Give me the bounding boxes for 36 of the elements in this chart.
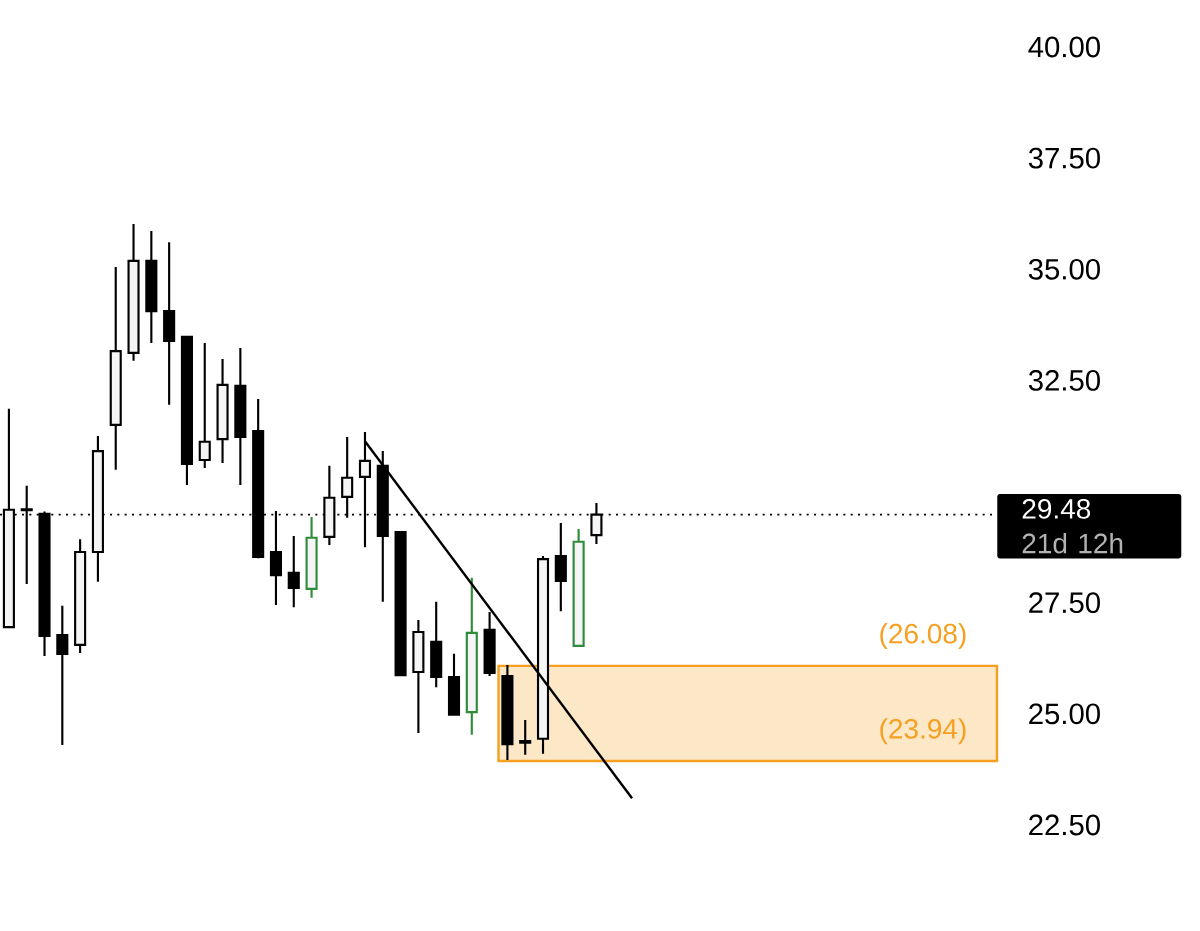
candlestick (287, 534, 300, 609)
candlestick (74, 538, 87, 655)
annotation: (26.08) (880, 623, 966, 650)
candlestick (430, 600, 443, 689)
candlestick (234, 346, 247, 486)
candlestick (483, 610, 496, 678)
candlestick (145, 229, 158, 345)
candlestick (519, 719, 532, 756)
y-tick-label: 27.50 (1029, 592, 1100, 614)
candlestick (163, 241, 176, 406)
candlestick (412, 618, 425, 735)
candlestick (394, 530, 407, 677)
candlestick (269, 510, 283, 606)
candlestick (198, 342, 211, 470)
y-tick-label: 22.50 (1029, 814, 1100, 836)
candlestick (323, 464, 336, 546)
ref-line-label: 29.48 (1022, 498, 1091, 519)
y-tick-label: 25.00 (1029, 703, 1100, 725)
candlestick (109, 265, 122, 471)
y-tick-label: 35.00 (1028, 258, 1100, 280)
candlestick (536, 554, 550, 755)
candlestick (572, 527, 585, 647)
candlestick (447, 652, 461, 716)
candlestick (305, 515, 318, 599)
candlestick (56, 604, 69, 747)
y-tick-label: 40.00 (1028, 36, 1100, 58)
y-tick-label: 37.50 (1028, 147, 1100, 169)
candlestick (180, 334, 193, 486)
candlestick (501, 663, 514, 762)
candlestick (465, 576, 478, 736)
annotation: (23.94) (880, 718, 966, 745)
candlestick (554, 522, 567, 613)
candlestick (127, 222, 140, 362)
text: 21d 12h (1022, 532, 1123, 554)
candlestick (216, 358, 229, 465)
y-tick-label: 32.50 (1028, 370, 1100, 391)
